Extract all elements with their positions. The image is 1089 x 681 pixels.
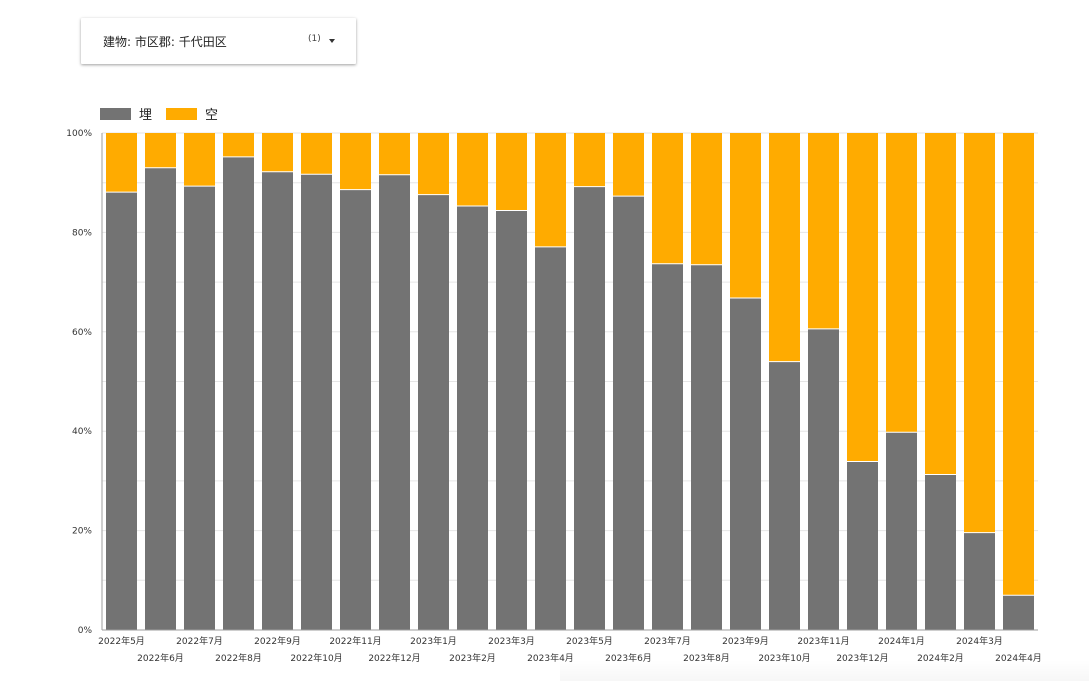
bar-vacant — [847, 133, 878, 462]
filter-dropdown[interactable]: 建物: 市区郡: 千代田区 (1) — [81, 18, 356, 64]
bar-vacant — [184, 133, 215, 187]
bar-vacant — [379, 133, 410, 175]
x-tick-label: 2023年11月 — [797, 635, 849, 647]
bar-occupied — [613, 196, 644, 630]
bar-occupied — [340, 189, 371, 630]
y-tick-label: 60% — [72, 328, 92, 338]
bar-occupied — [145, 167, 176, 631]
bar-occupied — [301, 174, 332, 630]
x-tick-label: 2023年10月 — [758, 652, 810, 664]
bar-occupied — [652, 263, 683, 630]
bar-vacant — [496, 133, 527, 211]
legend-item-occupied[interactable]: 埋 — [100, 104, 152, 123]
bar-vacant — [301, 133, 332, 175]
filter-label: 建物: 市区郡: 千代田区 — [103, 35, 227, 49]
bar-vacant — [106, 133, 137, 193]
bar-vacant — [925, 133, 956, 475]
x-tick-label: 2024年3月 — [956, 635, 1003, 647]
bar-occupied — [730, 298, 761, 630]
x-tick-label: 2022年11月 — [329, 635, 381, 647]
bar-occupied — [808, 328, 839, 630]
x-tick-label: 2023年9月 — [722, 635, 769, 647]
x-tick-label: 2023年1月 — [410, 635, 457, 647]
caret-down-icon[interactable] — [329, 39, 335, 43]
bar-occupied — [535, 246, 566, 631]
chart-legend: 埋 空 — [100, 104, 232, 123]
bar-vacant — [535, 133, 566, 247]
x-tick-label: 2022年7月 — [176, 635, 223, 647]
bar-occupied — [574, 186, 605, 630]
x-tick-label: 2024年2月 — [917, 652, 964, 664]
bar-vacant — [652, 133, 683, 264]
y-tick-label: 0% — [78, 626, 93, 636]
x-tick-label: 2023年3月 — [488, 635, 535, 647]
bar-vacant — [691, 133, 722, 265]
x-tick-label: 2022年5月 — [98, 635, 145, 647]
bar-occupied — [886, 432, 917, 630]
x-tick-label: 2023年8月 — [683, 652, 730, 664]
x-tick-label: 2023年5月 — [566, 635, 613, 647]
bar-vacant — [145, 133, 176, 168]
bar-occupied — [262, 171, 293, 631]
filter-count: (1) — [308, 34, 321, 44]
x-tick-label: 2023年12月 — [836, 652, 888, 664]
x-tick-label: 2022年10月 — [290, 652, 342, 664]
bar-vacant — [262, 133, 293, 172]
y-tick-label: 100% — [66, 129, 92, 139]
bar-vacant — [574, 133, 605, 187]
bar-occupied — [847, 461, 878, 630]
x-tick-label: 2023年4月 — [527, 652, 574, 664]
legend-label-vacant: 空 — [205, 108, 219, 123]
bar-occupied — [457, 206, 488, 630]
bar-occupied — [925, 474, 956, 630]
bar-occupied — [379, 174, 410, 631]
legend-swatch-vacant — [166, 107, 198, 120]
bar-occupied — [496, 210, 527, 631]
y-tick-label: 80% — [72, 228, 92, 238]
bar-vacant — [769, 133, 800, 362]
bar-vacant — [808, 133, 839, 329]
x-tick-label: 2022年8月 — [215, 652, 262, 664]
x-tick-label: 2023年6月 — [605, 652, 652, 664]
bar-vacant — [340, 133, 371, 190]
bar-vacant — [964, 133, 995, 533]
bar-vacant — [457, 133, 488, 207]
y-tick-label: 40% — [72, 427, 92, 437]
bar-vacant — [418, 133, 449, 195]
bar-occupied — [691, 264, 722, 630]
bar-vacant — [1003, 133, 1034, 596]
x-tick-label: 2022年9月 — [254, 635, 301, 647]
x-tick-label: 2022年12月 — [368, 652, 420, 664]
bar-occupied — [418, 194, 449, 631]
bar-vacant — [223, 133, 254, 157]
legend-item-vacant[interactable]: 空 — [166, 104, 218, 123]
bar-occupied — [964, 532, 995, 630]
x-tick-label: 2024年1月 — [878, 635, 925, 647]
x-tick-label: 2024年4月 — [995, 652, 1042, 664]
x-tick-label: 2023年7月 — [644, 635, 691, 647]
bar-occupied — [106, 192, 137, 630]
bar-vacant — [886, 133, 917, 433]
legend-label-occupied: 埋 — [139, 108, 153, 123]
y-tick-label: 20% — [72, 527, 92, 537]
x-tick-label: 2023年2月 — [449, 652, 496, 664]
legend-swatch-occupied — [100, 107, 131, 120]
bar-occupied — [223, 156, 254, 630]
bar-occupied — [769, 361, 800, 630]
x-tick-label: 2022年6月 — [137, 652, 184, 664]
bar-occupied — [184, 186, 215, 630]
bar-vacant — [613, 133, 644, 197]
bar-vacant — [730, 133, 761, 299]
bar-occupied — [1003, 595, 1034, 630]
